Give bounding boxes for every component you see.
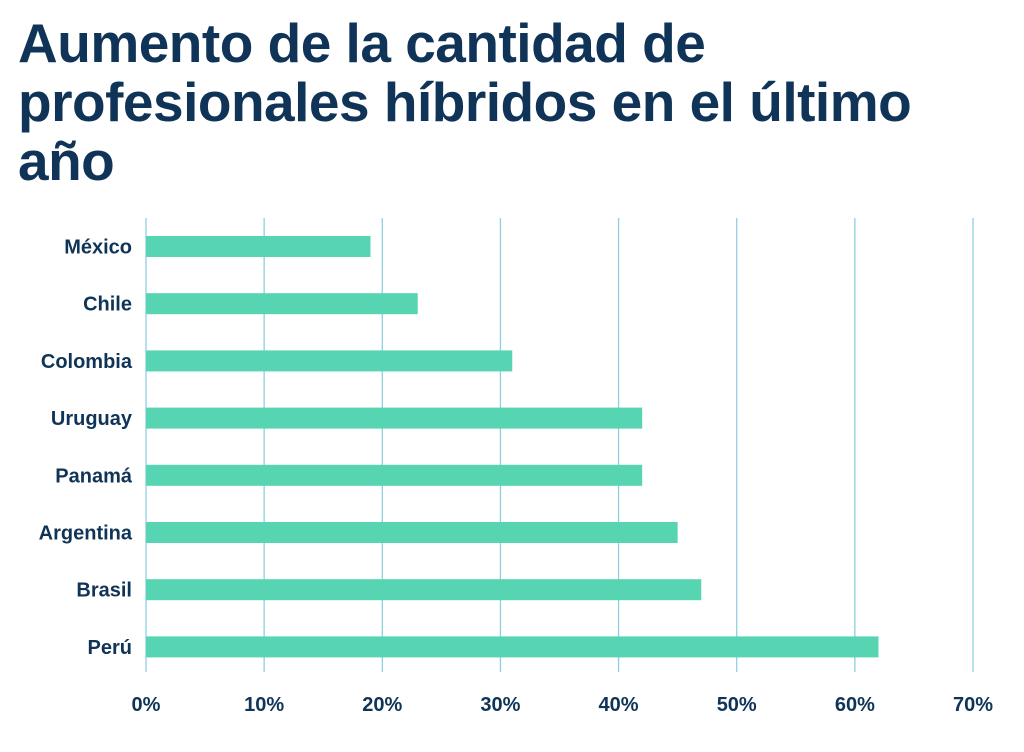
category-label: Brasil xyxy=(76,580,132,602)
x-axis-tick-labels: 0% 10% 20% 30% 40% 50% 60% 70% xyxy=(132,694,994,716)
bar-uruguay xyxy=(146,407,643,429)
bar-brasil xyxy=(146,579,702,601)
category-label: Uruguay xyxy=(51,408,133,430)
category-label: Chile xyxy=(83,294,132,316)
category-label: Argentina xyxy=(39,523,133,545)
bar-chile xyxy=(146,293,418,315)
category-label: Panamá xyxy=(55,465,133,487)
x-tick-label: 40% xyxy=(599,694,639,716)
category-label: Perú xyxy=(88,637,132,659)
x-tick-label: 20% xyxy=(362,694,402,716)
bar-méxico xyxy=(146,236,371,257)
gridlines xyxy=(145,218,974,672)
bar-panamá xyxy=(146,464,643,486)
x-tick-label: 30% xyxy=(480,694,520,716)
bar-argentina xyxy=(146,522,678,543)
chart-title: Aumento de la cantidad de profesionales … xyxy=(18,12,912,192)
x-tick-label: 0% xyxy=(132,694,161,716)
category-label: Colombia xyxy=(41,351,133,373)
x-tick-label: 60% xyxy=(835,694,875,716)
bar-colombia xyxy=(146,350,513,372)
x-tick-label: 10% xyxy=(244,694,284,716)
x-tick-label: 70% xyxy=(953,694,993,716)
bars xyxy=(146,236,879,658)
bar-perú xyxy=(146,636,879,658)
category-labels: México Chile Colombia Uruguay Panamá Argentin… xyxy=(39,237,133,659)
category-label: México xyxy=(64,237,132,259)
x-tick-label: 50% xyxy=(717,694,757,716)
